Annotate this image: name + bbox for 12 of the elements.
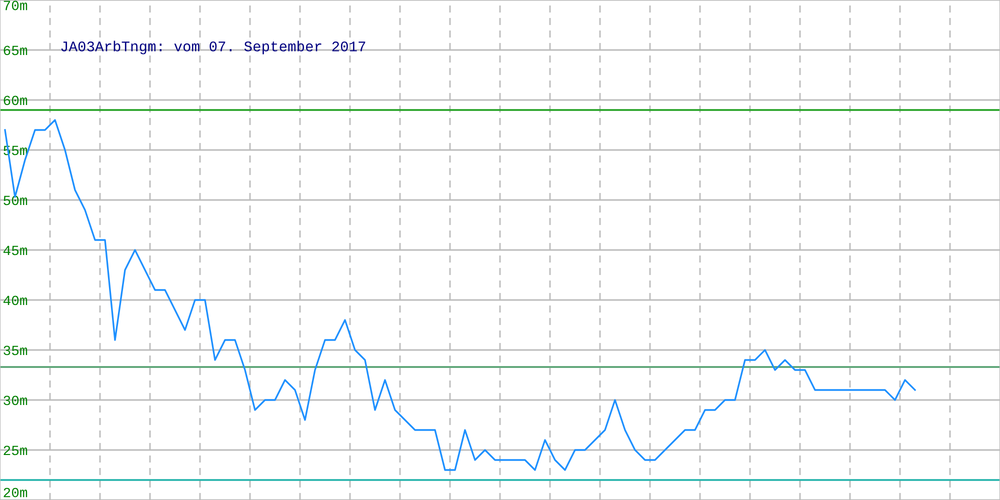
line-series: [4, 119, 916, 471]
y-tick-label: 50m: [4, 196, 28, 206]
y-tick-label: 60m: [4, 96, 28, 106]
y-tick-label: 40m: [3, 296, 28, 306]
y-tick-label: 45m: [3, 246, 28, 256]
y-tick-label: 70m: [4, 0, 28, 10]
y-tick-label: 35m: [4, 346, 28, 356]
text: JA03ArbTngm: vom 07. September 2017: [61, 40, 366, 54]
y-tick-label: 25m: [4, 446, 28, 456]
y-tick-label: 30m: [4, 396, 28, 406]
y-tick-label: 20m: [4, 488, 28, 498]
y-tick-label: 65m: [4, 46, 28, 56]
